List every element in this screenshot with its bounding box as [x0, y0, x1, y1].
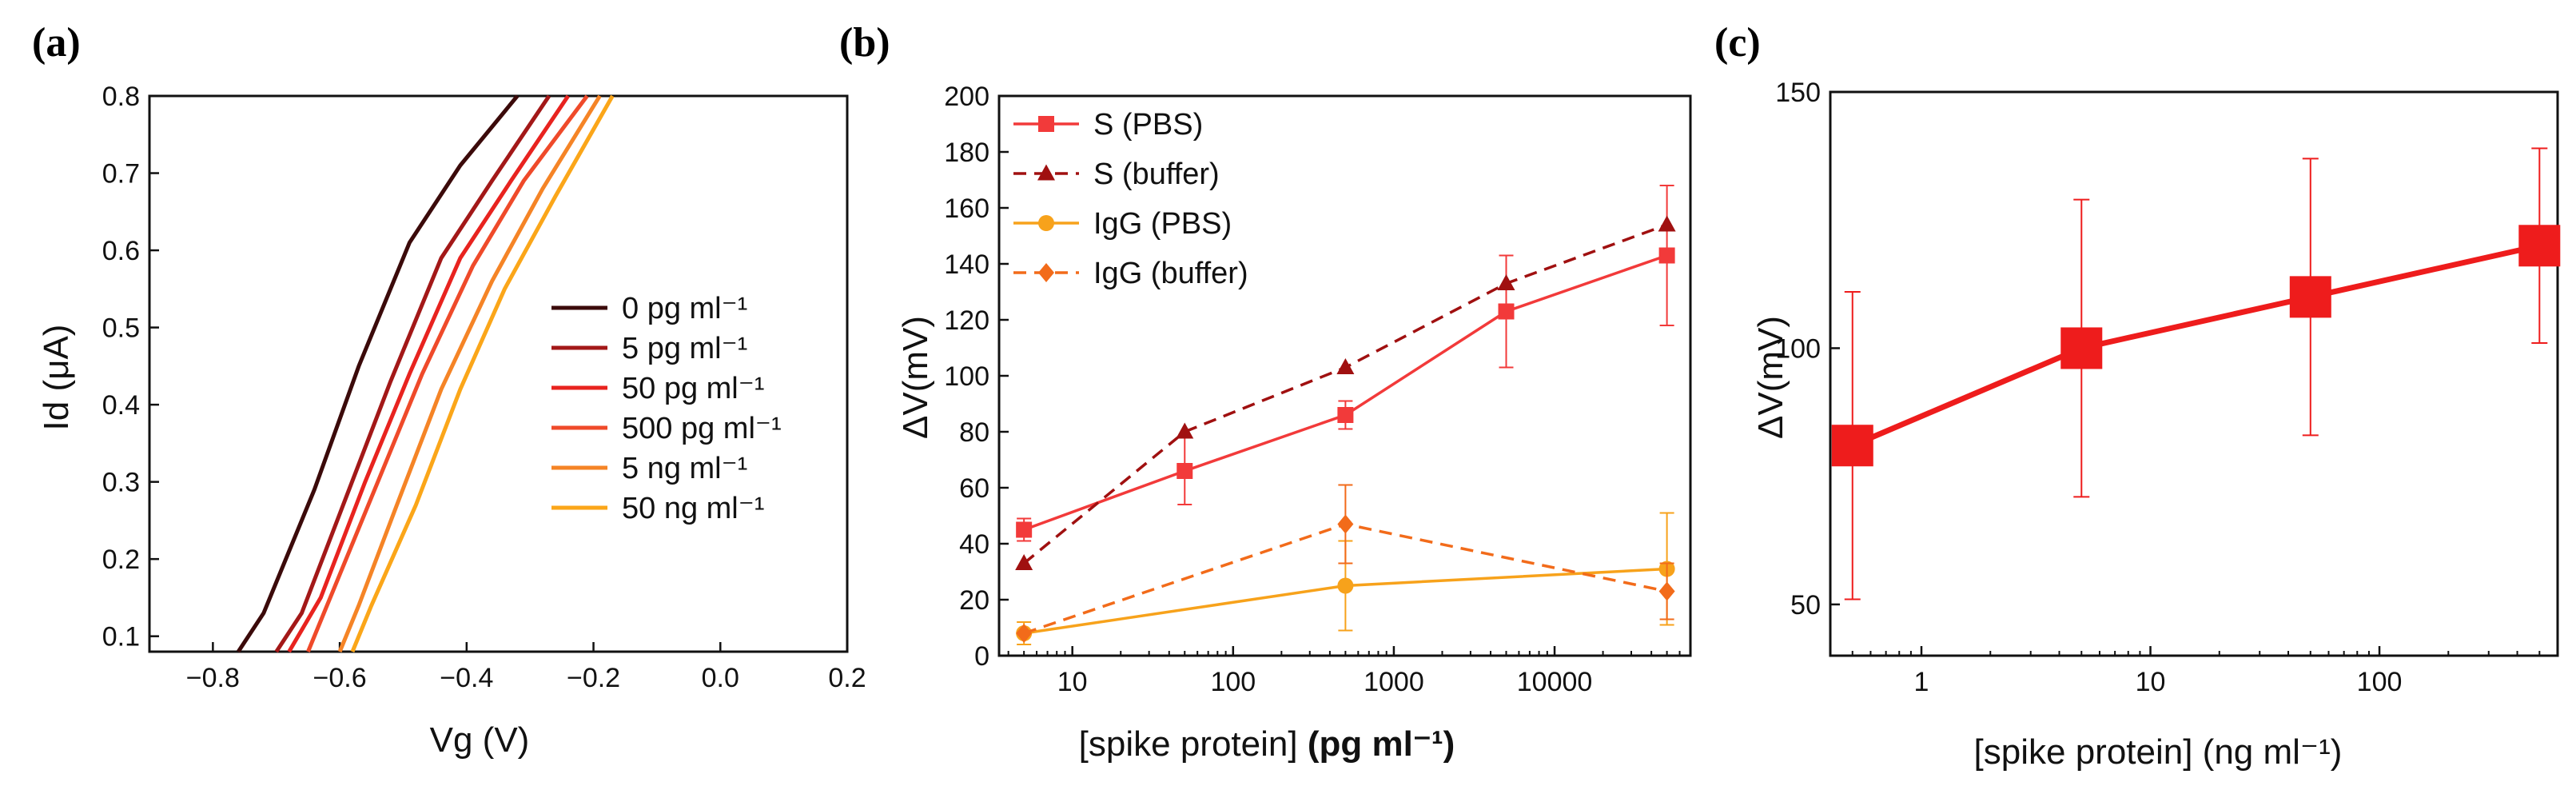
panel-a-ytick-label: 0.2: [102, 545, 140, 575]
panel-b-legend-marker: [1038, 116, 1054, 132]
panel-b-ytick-label: 160: [944, 194, 989, 224]
panel-b-legend-label: S (buffer): [1093, 158, 1220, 191]
panel-b-ytick-label: 120: [944, 305, 989, 336]
panel-a-xtick-label: 0.2: [828, 663, 866, 693]
panel-a-xtick-label: −0.6: [313, 663, 367, 693]
panel-b-xlabel: [spike protein] (pg ml⁻¹): [1079, 724, 1455, 764]
panel-a-legend-label: 500 pg ml⁻¹: [622, 412, 782, 445]
panel-a-ytick-label: 0.7: [102, 159, 140, 190]
panel-b-point: [1658, 215, 1676, 232]
panel-b-legend-marker: [1038, 215, 1054, 231]
panel-a-frame: [148, 94, 849, 653]
panel-b-point: [1016, 624, 1033, 643]
panel-b-legend-marker: [1037, 164, 1055, 181]
panel-b-xtick-label: 10: [1057, 667, 1088, 697]
panel-b-legend-label: IgG (buffer): [1093, 257, 1248, 290]
panel-b-plot: 10 100 1000 10000 0 20 40 60 80 100 120 140 160 180 20…: [944, 82, 1692, 697]
panel-b-point: [1016, 521, 1033, 538]
panel-b-ytick-label: 20: [959, 585, 989, 616]
panel-b-point: [1015, 554, 1033, 570]
panel-a-series-line: [237, 94, 520, 653]
panel-c-series-line: [1851, 242, 2541, 449]
panel-a-ytick-label: 0.4: [102, 390, 140, 421]
panel-c-xtick-label: 1: [1914, 667, 1929, 697]
panel-a-ytick-label: 0.1: [102, 622, 140, 652]
panel-c-label: (c): [1714, 20, 1761, 66]
panel-b-xtick-label: 100: [1210, 667, 1256, 697]
panel-b-point: [1337, 577, 1354, 594]
panel-a-xtick-label: −0.8: [186, 663, 240, 693]
panel-a-series-line: [274, 94, 551, 653]
panel-c-point: [2289, 276, 2331, 318]
panel-b-xtick-label: 1000: [1364, 667, 1424, 697]
panel-c-xlabel: [spike protein] (ng ml⁻¹): [1974, 732, 2343, 772]
panel-a-plot: −0.8 −0.6 −0.4 −0.2 0.0 0.2 0.1 0.2 0.3 0.4 0.5 0.6…: [102, 82, 866, 693]
panel-b-point: [1658, 247, 1675, 264]
panel-b-point: [1176, 422, 1194, 439]
panel-a-ytick-label: 0.3: [102, 468, 140, 498]
panel-a-legend-label: 50 pg ml⁻¹: [622, 372, 764, 405]
panel-a-legend-label: 50 ng ml⁻¹: [622, 492, 764, 525]
panel-a-series-line: [287, 94, 570, 653]
panel-b-point: [1177, 463, 1193, 479]
panel-b-point: [1336, 358, 1355, 374]
panel-c-frame: [1829, 90, 2559, 657]
panel-b-ytick-label: 80: [959, 417, 989, 448]
panel-a-ytick-label: 0.5: [102, 313, 140, 344]
panel-a-xlabel: Vg (V): [430, 720, 530, 760]
panel-b-legend-marker: [1038, 263, 1054, 282]
panel-b-ylabel: ΔV(mV): [896, 316, 935, 439]
panel-a-ytick-label: 0.8: [102, 82, 140, 112]
panel-b-ytick-label: 100: [944, 361, 989, 392]
panel-a-ylabel: Id (μA): [37, 325, 76, 431]
panel-b-legend-label: IgG (PBS): [1093, 207, 1232, 241]
panel-b-ytick-label: 140: [944, 249, 989, 280]
panel-c-ytick-label: 50: [1790, 590, 1821, 620]
panel-c-point: [1831, 425, 1873, 467]
panel-c-ytick-label: 150: [1775, 78, 1821, 108]
panel-b-xlabel-main: [spike protein]: [1079, 724, 1308, 764]
panel-a-series-line: [350, 94, 615, 652]
panel-a-xtick-label: −0.4: [440, 663, 493, 693]
panel-b-ytick-label: 40: [959, 529, 989, 560]
panel-b-label: (b): [839, 20, 890, 66]
panel-b-ytick-label: 180: [944, 138, 989, 168]
panel-a-ytick-label: 0.6: [102, 236, 140, 266]
panel-b-xlabel-unit: (pg ml⁻¹): [1308, 724, 1455, 764]
panel-c-xtick-label: 10: [2136, 667, 2166, 697]
panel-b-point: [1658, 581, 1675, 601]
panel-a-series-line: [337, 94, 602, 652]
panel-a-xtick-label: −0.2: [567, 663, 620, 693]
panel-b-xtick-label: 10000: [1517, 667, 1593, 697]
panel-a-series-line: [306, 94, 589, 652]
panel-b-ytick-label: 60: [959, 473, 989, 504]
panel-b-point: [1337, 514, 1354, 534]
panel-a-xtick-label: 0.0: [702, 663, 739, 693]
panel-c-xtick-label: 100: [2357, 667, 2403, 697]
panel-b-legend-label: S (PBS): [1093, 108, 1203, 142]
panel-c-plot: 1 10 100 50 100 150: [1775, 78, 2561, 697]
panel-a-legend-label: 5 ng ml⁻¹: [622, 452, 747, 485]
panel-b-ytick-label: 0: [974, 641, 989, 672]
panel-c-ytick-label: 100: [1775, 333, 1821, 364]
panel-b-point: [1498, 303, 1515, 320]
panel-c-point: [2518, 225, 2561, 267]
panel-c-ylabel: ΔV(mV): [1751, 316, 1790, 439]
panel-a-legend-label: 5 pg ml⁻¹: [622, 332, 747, 365]
panel-b-point: [1337, 407, 1354, 423]
panel-c-point: [2060, 327, 2103, 369]
panel-b-ytick-label: 200: [944, 82, 989, 112]
panel-b-point: [1497, 274, 1515, 290]
panel-a-label: (a): [32, 20, 81, 66]
panel-a-legend-label: 0 pg ml⁻¹: [622, 292, 747, 325]
